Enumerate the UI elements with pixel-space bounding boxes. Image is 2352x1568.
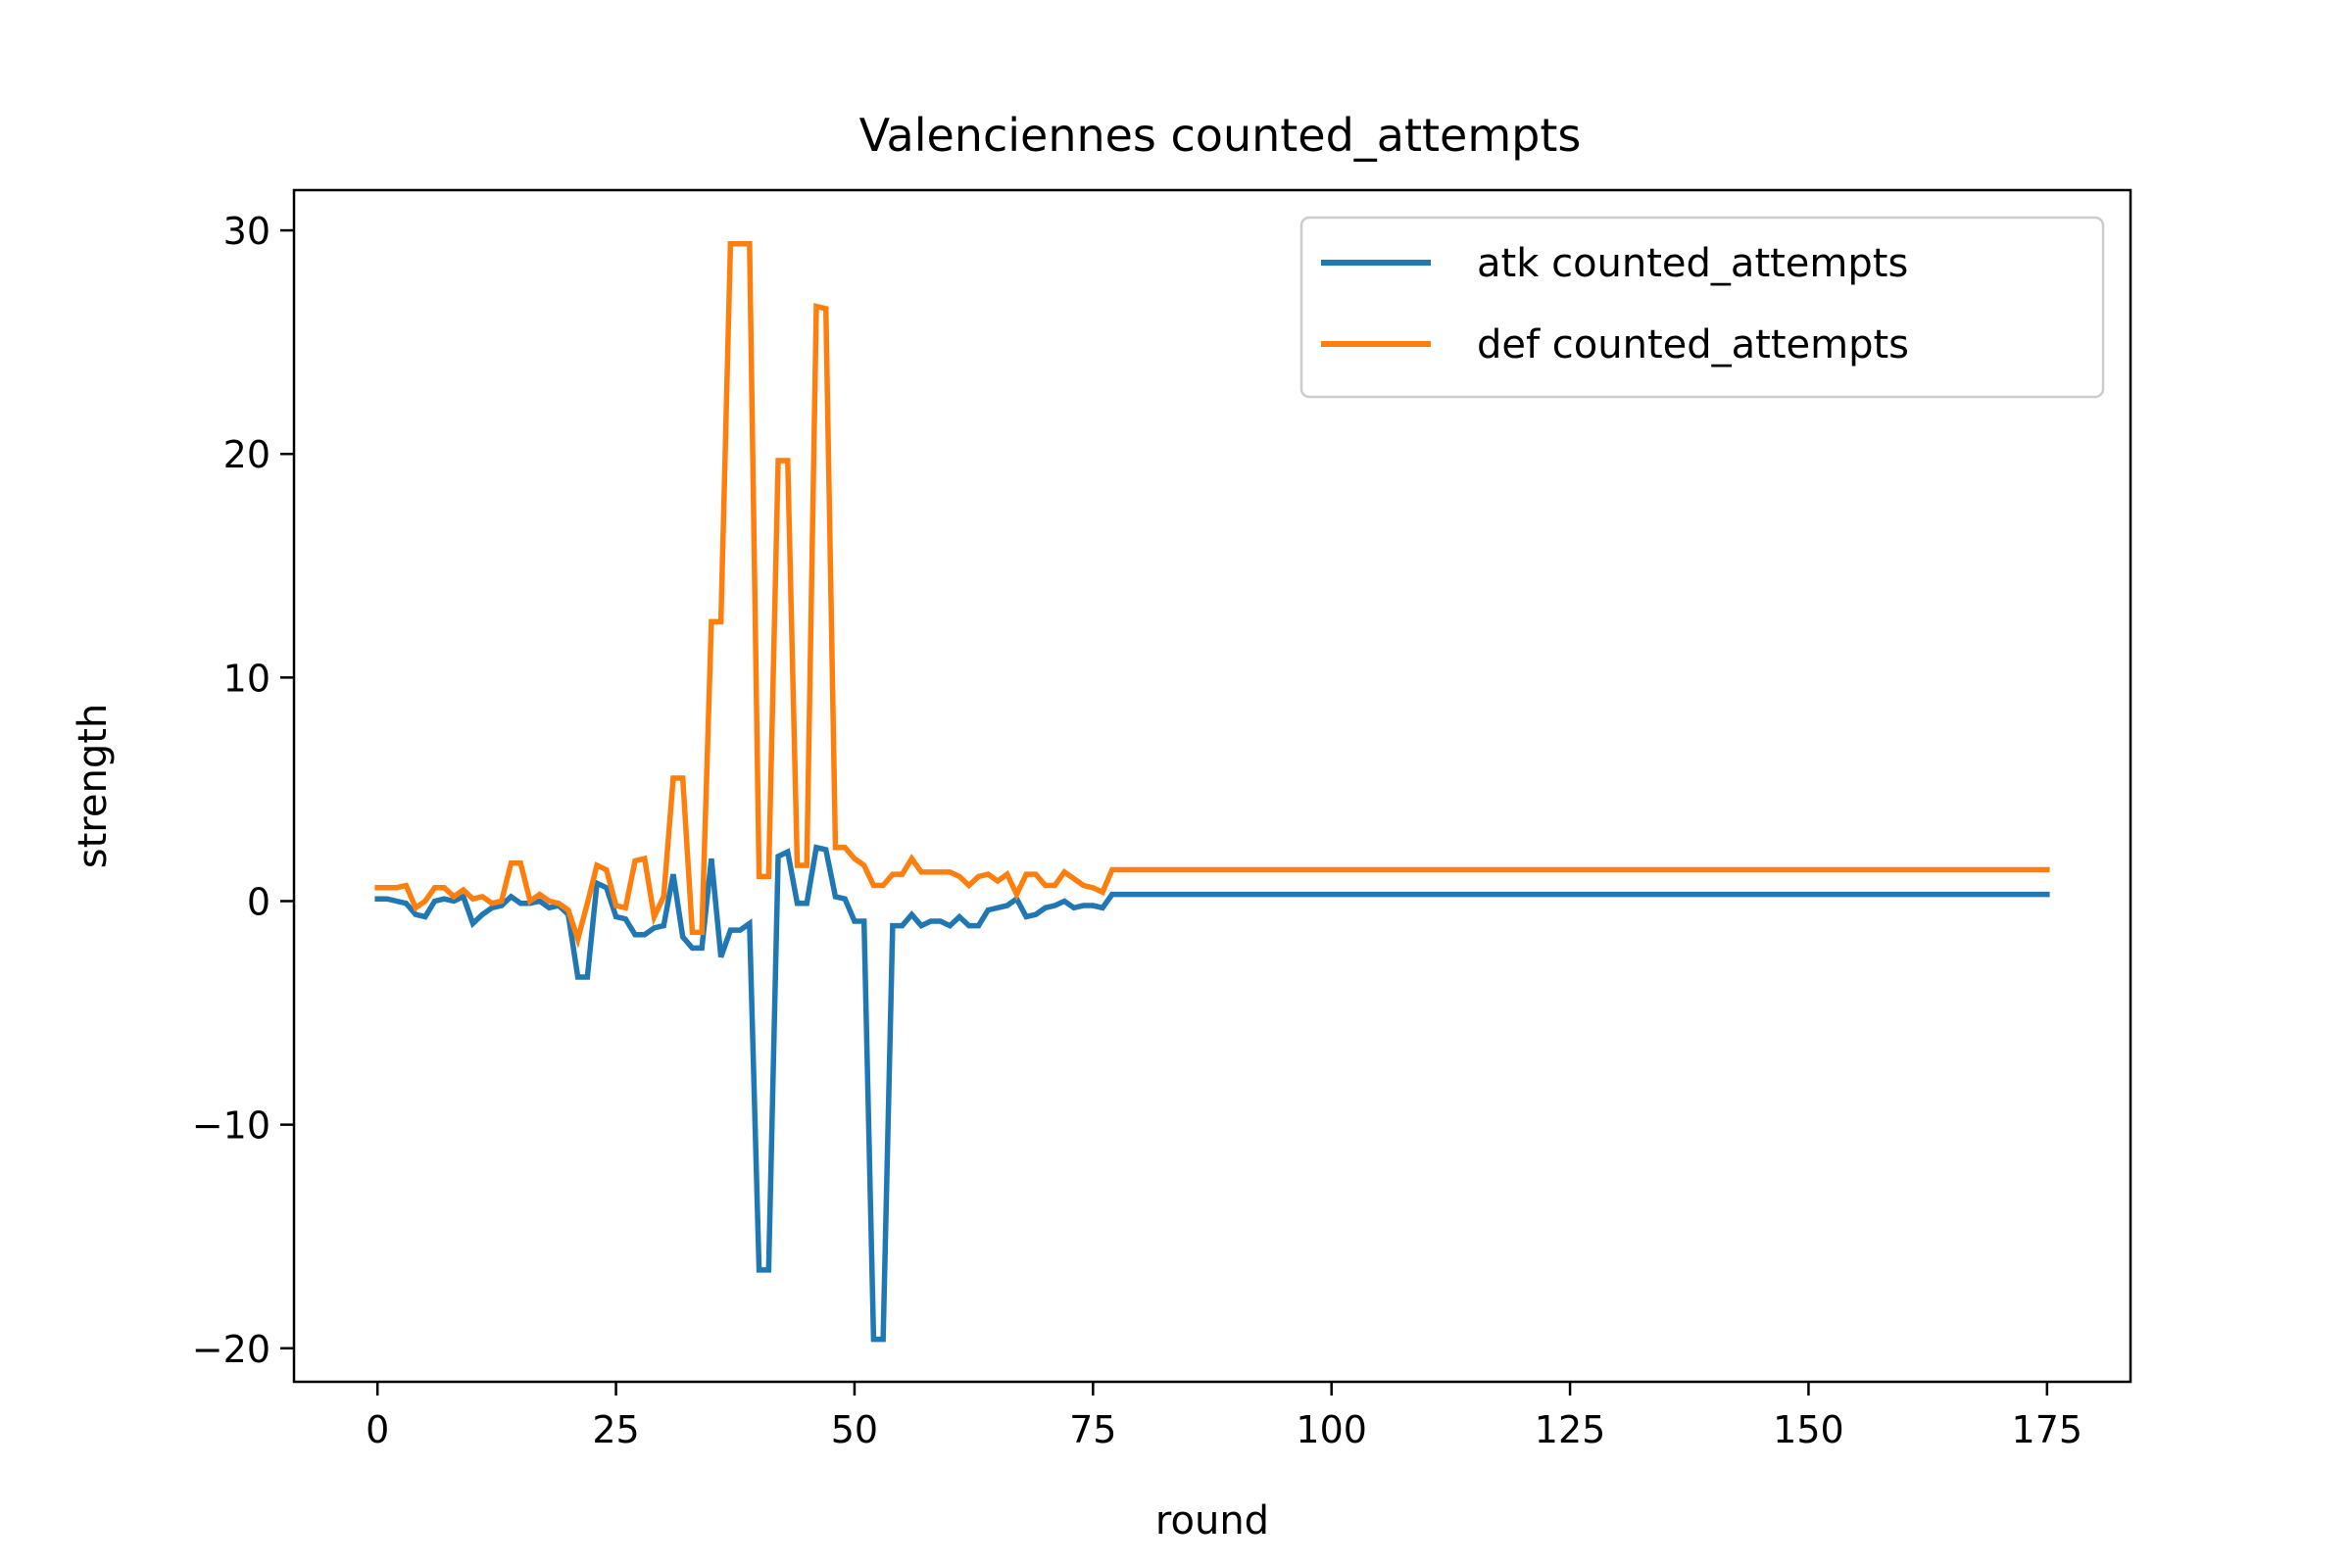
x-tick-label: 50 — [831, 1408, 878, 1451]
chart-title: Valenciennes counted_attempts — [859, 109, 1582, 162]
x-tick-label: 25 — [592, 1408, 639, 1451]
series-layer — [374, 241, 2050, 1343]
x-tick-label: 75 — [1069, 1408, 1116, 1451]
y-tick-label: 30 — [223, 210, 270, 253]
x-tick-label: 150 — [1773, 1408, 1844, 1451]
series-line-atk — [374, 844, 2050, 1343]
ticks-layer: 0 25 50 75 100 125 150 175 −20 −10 0 10 20 30 — [192, 210, 2082, 1451]
x-tick-label: 100 — [1296, 1408, 1367, 1451]
y-tick-label: −20 — [192, 1328, 270, 1371]
y-tick-label: 10 — [223, 657, 270, 700]
plot-frame — [292, 188, 2132, 1384]
x-axis-label: round — [1155, 1498, 1269, 1544]
series-line-def — [374, 241, 2050, 949]
legend-label-atk: atk counted_attempts — [1477, 241, 1908, 286]
x-tick-label: 125 — [1535, 1408, 1606, 1451]
legend-label-def: def counted_attempts — [1477, 322, 1909, 368]
legend-box — [1299, 216, 2105, 399]
y-tick-label: 0 — [247, 880, 270, 923]
y-tick-label: −10 — [192, 1104, 270, 1148]
y-tick-label: 20 — [223, 433, 270, 476]
x-tick-label: 0 — [366, 1408, 389, 1451]
x-tick-label: 175 — [2012, 1408, 2083, 1451]
legend: atk counted_attempts def counted_attempt… — [1299, 216, 2105, 399]
y-axis-label: strength — [71, 704, 116, 868]
